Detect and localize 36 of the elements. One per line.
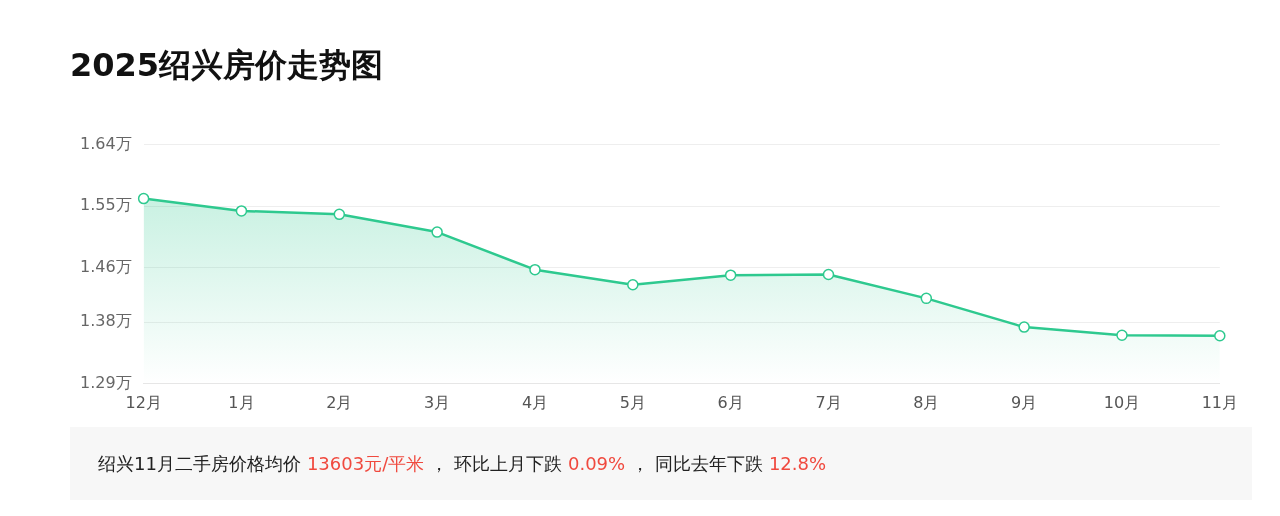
x-tick-label: 10月 xyxy=(1103,392,1141,412)
x-tick-label: 6月 xyxy=(717,392,744,412)
x-tick-label: 1月 xyxy=(228,392,255,412)
point xyxy=(724,269,737,281)
x-tick-label: 11月 xyxy=(1201,392,1238,412)
point xyxy=(627,278,639,291)
text: 13603元/平米 xyxy=(306,451,425,476)
text: ， 环比上月下跌 xyxy=(430,451,562,476)
point xyxy=(1116,329,1128,342)
point xyxy=(529,263,541,276)
point xyxy=(235,205,248,217)
text: 12.8% xyxy=(768,453,827,474)
x-tick-label: 4月 xyxy=(521,392,549,412)
x-tick-label: 9月 xyxy=(1011,392,1038,412)
point xyxy=(431,226,443,238)
x-tick-label: 8月 xyxy=(913,392,940,412)
y-tick-label: 1.46万 xyxy=(80,256,132,276)
x-tick-label: 12月 xyxy=(125,392,162,412)
y-tick-label: 1.29万 xyxy=(80,372,132,392)
y-tick-label: 1.64万 xyxy=(80,133,132,153)
point xyxy=(1214,330,1226,342)
text: ， 同比去年下跌 xyxy=(631,451,763,476)
point xyxy=(1018,321,1030,333)
y-tick-label: 1.38万 xyxy=(80,311,132,331)
y-tick-label: 1.55万 xyxy=(80,195,132,215)
chart-title: 2025绍兴房价走势图 xyxy=(70,45,384,86)
point xyxy=(333,208,346,221)
point xyxy=(137,192,150,205)
x-tick-label: 5月 xyxy=(619,392,646,412)
x-tick-label: 3月 xyxy=(424,392,451,412)
text: 绍兴11月二手房价格均价 xyxy=(98,451,301,476)
x-tick-label: 7月 xyxy=(815,392,842,412)
x-tick-label: 2月 xyxy=(326,392,353,412)
text: 0.09% xyxy=(567,453,626,474)
point xyxy=(822,268,835,281)
point xyxy=(920,292,933,305)
